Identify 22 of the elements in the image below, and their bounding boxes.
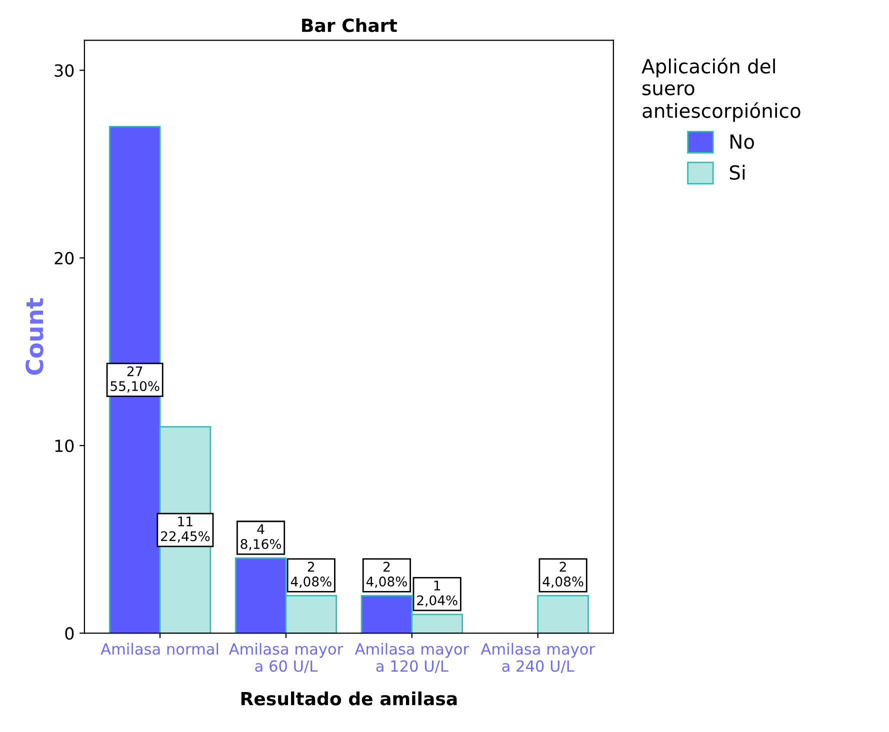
y-tick-label: 30 xyxy=(54,64,74,77)
bar xyxy=(537,594,589,634)
chart-title: Bar Chart xyxy=(302,18,397,32)
data-label: 1 2,04% xyxy=(417,580,458,607)
legend-label: No xyxy=(730,134,754,149)
x-tick-label: Amilasa mayor a 120 U/L xyxy=(354,642,470,674)
data-label: 2 4,08% xyxy=(290,562,332,588)
x-tick-label: Amilasa normal xyxy=(100,642,218,655)
data-label: 11 22,45% xyxy=(161,516,210,543)
data-label: 4 8,16% xyxy=(240,524,282,550)
legend-label: Si xyxy=(730,164,745,180)
y-tick-label: 20 xyxy=(54,252,74,264)
data-label: 2 4,08% xyxy=(542,562,584,588)
data-label: 27 55,10% xyxy=(110,366,160,392)
y-tick-label: 0 xyxy=(65,627,74,640)
x-axis-title: Resultado de amilasa xyxy=(241,691,457,706)
data-label: 2 4,08% xyxy=(366,562,407,588)
legend-title: Aplicación del suero antiescorpiónico xyxy=(642,58,800,122)
x-tick-label: Amilasa mayor a 60 U/L xyxy=(228,642,344,674)
y-axis-title: Count xyxy=(26,298,44,375)
y-tick-label: 10 xyxy=(55,440,74,452)
x-tick-label: Amilasa mayor a 240 U/L xyxy=(480,642,595,674)
